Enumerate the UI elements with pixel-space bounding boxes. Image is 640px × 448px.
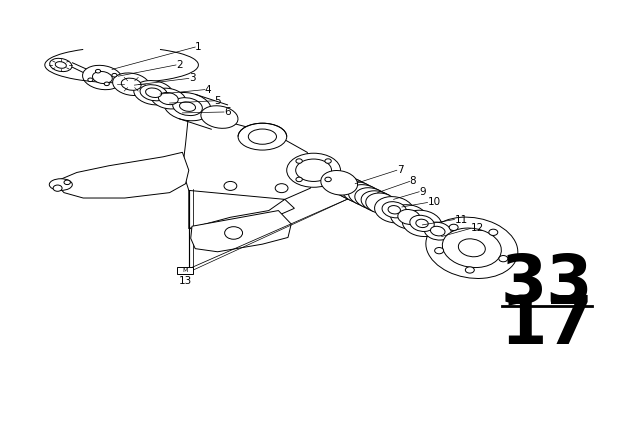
- Ellipse shape: [201, 106, 238, 128]
- Polygon shape: [189, 199, 294, 231]
- Ellipse shape: [151, 88, 186, 109]
- Text: 3: 3: [189, 73, 195, 83]
- Text: M: M: [182, 268, 188, 273]
- Polygon shape: [191, 211, 291, 252]
- Ellipse shape: [49, 179, 72, 190]
- Ellipse shape: [426, 217, 518, 279]
- Ellipse shape: [158, 92, 179, 105]
- Ellipse shape: [296, 159, 332, 181]
- FancyBboxPatch shape: [177, 267, 193, 274]
- Circle shape: [64, 180, 70, 185]
- Ellipse shape: [442, 228, 501, 267]
- Ellipse shape: [374, 197, 414, 223]
- Text: 6: 6: [224, 107, 230, 117]
- Circle shape: [325, 159, 332, 163]
- Text: 4: 4: [205, 85, 211, 95]
- Ellipse shape: [287, 153, 340, 187]
- Ellipse shape: [410, 215, 434, 232]
- Ellipse shape: [113, 73, 150, 95]
- Circle shape: [88, 78, 93, 82]
- Ellipse shape: [365, 193, 397, 214]
- Circle shape: [325, 177, 332, 182]
- Circle shape: [225, 227, 243, 239]
- Ellipse shape: [83, 65, 122, 90]
- Ellipse shape: [355, 188, 387, 209]
- Ellipse shape: [390, 205, 428, 229]
- Text: 11: 11: [454, 215, 468, 224]
- Text: 17: 17: [500, 292, 594, 358]
- Ellipse shape: [336, 178, 367, 199]
- Ellipse shape: [179, 102, 196, 112]
- Ellipse shape: [92, 71, 113, 84]
- Ellipse shape: [248, 129, 276, 144]
- Ellipse shape: [173, 98, 202, 116]
- Circle shape: [465, 267, 474, 273]
- Ellipse shape: [121, 78, 141, 90]
- Circle shape: [296, 159, 302, 163]
- Text: 12: 12: [470, 224, 484, 233]
- Ellipse shape: [458, 239, 485, 257]
- Ellipse shape: [134, 81, 173, 105]
- Circle shape: [224, 181, 237, 190]
- Ellipse shape: [416, 219, 428, 228]
- Polygon shape: [189, 190, 285, 228]
- Ellipse shape: [140, 85, 167, 101]
- Ellipse shape: [342, 181, 374, 202]
- Ellipse shape: [55, 62, 67, 68]
- Ellipse shape: [321, 171, 358, 195]
- Text: 1: 1: [195, 42, 202, 52]
- Ellipse shape: [145, 88, 162, 98]
- Text: 10: 10: [428, 198, 441, 207]
- Text: 13: 13: [179, 276, 191, 286]
- Text: 2: 2: [176, 60, 182, 70]
- Ellipse shape: [361, 191, 393, 212]
- Circle shape: [275, 184, 288, 193]
- Circle shape: [104, 82, 109, 86]
- Ellipse shape: [238, 123, 287, 150]
- Text: 7: 7: [397, 165, 403, 175]
- Circle shape: [449, 224, 458, 231]
- Circle shape: [53, 185, 62, 191]
- Ellipse shape: [164, 92, 211, 121]
- Text: 9: 9: [419, 187, 426, 197]
- Text: 33: 33: [501, 251, 593, 318]
- Circle shape: [112, 73, 117, 77]
- Ellipse shape: [349, 185, 380, 206]
- Polygon shape: [182, 112, 314, 206]
- Ellipse shape: [424, 222, 451, 240]
- Circle shape: [489, 229, 498, 236]
- Circle shape: [95, 69, 100, 73]
- Ellipse shape: [50, 58, 72, 72]
- Circle shape: [296, 177, 302, 182]
- Circle shape: [435, 247, 444, 254]
- Text: 8: 8: [410, 177, 416, 186]
- Ellipse shape: [398, 210, 420, 224]
- Ellipse shape: [431, 226, 445, 236]
- Ellipse shape: [382, 202, 406, 218]
- Circle shape: [499, 255, 508, 262]
- Ellipse shape: [403, 210, 442, 237]
- Text: 5: 5: [214, 96, 221, 106]
- Ellipse shape: [388, 206, 401, 214]
- Polygon shape: [58, 152, 189, 198]
